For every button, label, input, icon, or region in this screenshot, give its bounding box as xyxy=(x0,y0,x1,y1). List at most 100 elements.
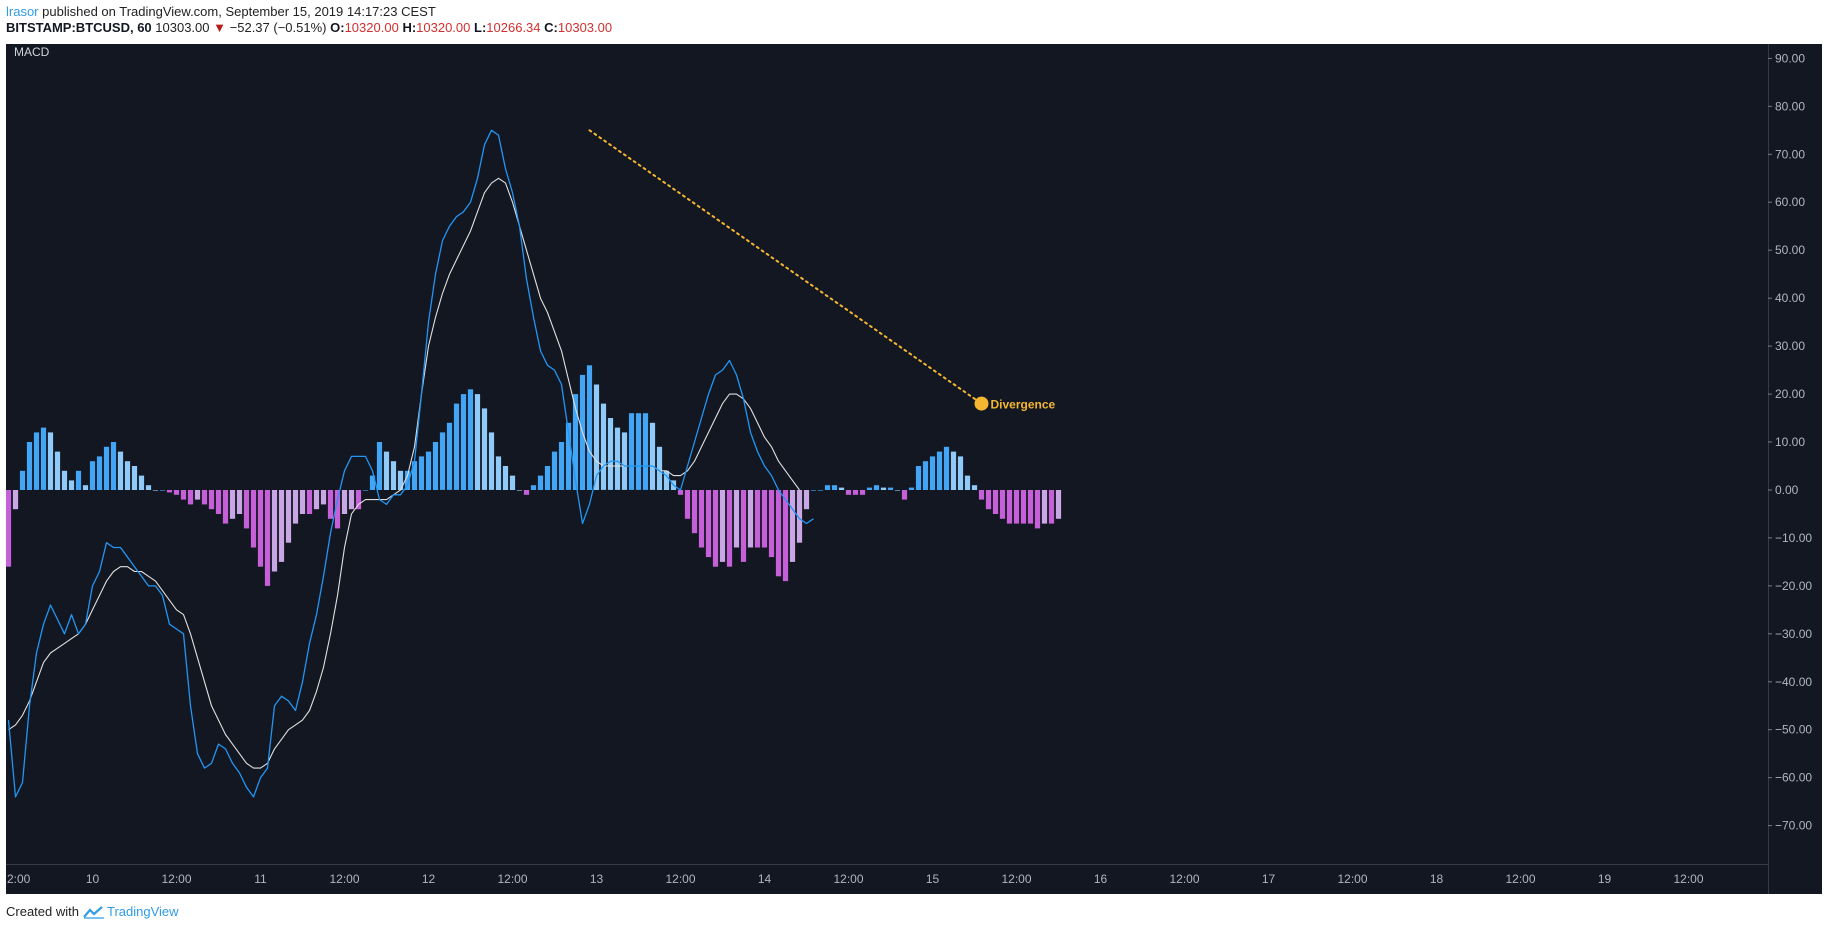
histogram-bar xyxy=(502,466,509,490)
histogram-bar xyxy=(481,408,488,490)
histogram-bar xyxy=(124,461,131,490)
indicator-legend: MACD xyxy=(14,45,50,59)
x-tick-label: 12:00 xyxy=(665,872,695,886)
histogram-bar xyxy=(474,394,481,490)
histogram-bar xyxy=(320,490,327,505)
x-tick-label: 12:00 xyxy=(1337,872,1367,886)
histogram-bar xyxy=(145,485,152,490)
histogram-bar xyxy=(929,456,936,490)
histogram-bar xyxy=(957,456,964,490)
x-tick-label: 12:00 xyxy=(329,872,359,886)
histogram-bar xyxy=(698,490,705,548)
histogram-bar xyxy=(47,432,54,490)
close-label: C: xyxy=(544,20,558,35)
y-tick-label: 70.00 xyxy=(1775,147,1805,161)
histogram-bar xyxy=(194,490,201,500)
histogram-bar xyxy=(656,446,663,490)
histogram-bar xyxy=(782,490,789,582)
y-tick-label: 90.00 xyxy=(1775,51,1805,65)
signal-line xyxy=(8,177,800,769)
histogram-bar xyxy=(341,490,348,514)
chart-container[interactable]: Divergence MACD 90.00 80.00 70.00 60.00 50.00 4… xyxy=(6,44,1822,894)
histogram-bar xyxy=(754,490,761,548)
x-tick-label: 12:00 xyxy=(497,872,527,886)
change-arrow-icon: ▼ xyxy=(213,20,227,35)
symbol-label: BITSTAMP:BTCUSD, 60 xyxy=(6,20,152,35)
histogram-bar xyxy=(467,389,474,490)
histogram-bar xyxy=(726,490,733,567)
last-price: 10303.00 xyxy=(155,20,210,35)
publish-info: lrasor published on TradingView.com, Sep… xyxy=(6,4,612,20)
histogram-bar xyxy=(327,490,334,519)
histogram-bar xyxy=(61,470,68,490)
histogram-bar xyxy=(19,470,26,490)
histogram-bar xyxy=(950,451,957,490)
chart-header: lrasor published on TradingView.com, Sep… xyxy=(6,4,612,36)
histogram-bar xyxy=(117,451,124,490)
y-tick-label: 10.00 xyxy=(1775,435,1805,449)
histogram-bar xyxy=(1041,490,1048,524)
histogram-bar xyxy=(999,490,1006,519)
histogram-bar xyxy=(292,490,299,524)
histogram-bar xyxy=(278,490,285,562)
symbol-info: BITSTAMP:BTCUSD, 60 10303.00 ▼ −52.37 (−… xyxy=(6,20,612,36)
y-tick-label: −40.00 xyxy=(1775,675,1812,689)
histogram-bar xyxy=(1027,490,1034,524)
y-tick-label: 80.00 xyxy=(1775,99,1805,113)
histogram-bar xyxy=(166,490,173,493)
histogram-bar xyxy=(439,432,446,490)
histogram-bar xyxy=(642,413,649,490)
price-axis-background xyxy=(1768,44,1822,894)
histogram-bar xyxy=(229,490,236,519)
histogram-bar xyxy=(719,490,726,562)
histogram-bar xyxy=(138,475,145,490)
histogram-bar xyxy=(89,461,96,490)
histogram-bar xyxy=(572,394,579,490)
histogram-bar xyxy=(271,490,278,572)
histogram-bar xyxy=(964,475,971,490)
histogram-bar xyxy=(285,490,292,543)
histogram-bar xyxy=(691,490,698,534)
histogram-bar xyxy=(803,490,810,510)
histogram-bar xyxy=(110,442,117,490)
histogram-bar xyxy=(82,485,89,490)
histogram-bar xyxy=(733,490,740,548)
macd-line xyxy=(7,129,814,798)
histogram-bar xyxy=(376,442,383,490)
histogram-bar xyxy=(159,490,166,491)
histogram-bar xyxy=(187,490,194,505)
histogram-bar xyxy=(628,413,635,490)
histogram-bar xyxy=(236,490,243,514)
histogram-bar xyxy=(607,418,614,490)
histogram-bar xyxy=(404,470,411,490)
histogram-bar xyxy=(383,451,390,490)
author-link[interactable]: lrasor xyxy=(6,4,39,19)
histogram-bar xyxy=(558,442,565,490)
price-change: −52.37 (−0.51%) xyxy=(229,20,327,35)
histogram-bar xyxy=(614,427,621,490)
x-tick-label: 12:00 xyxy=(833,872,863,886)
histogram-bar xyxy=(411,461,418,490)
histogram-bar xyxy=(971,485,978,490)
histogram-bar xyxy=(33,432,40,490)
histogram-bar xyxy=(369,475,376,490)
histogram-bar xyxy=(530,485,537,490)
histogram-bar xyxy=(1006,490,1013,524)
histogram-bar xyxy=(418,456,425,490)
histogram-bar xyxy=(586,365,593,490)
histogram-bar xyxy=(859,490,866,495)
histogram-bar xyxy=(915,466,922,490)
x-tick-label: 12:00 xyxy=(1001,872,1031,886)
y-tick-label: 30.00 xyxy=(1775,339,1805,353)
macd-chart[interactable]: Divergence MACD 90.00 80.00 70.00 60.00 50.00 4… xyxy=(6,44,1822,894)
histogram-bar xyxy=(985,490,992,510)
histogram-bar xyxy=(796,490,803,543)
x-tick-label: 17 xyxy=(1262,872,1276,886)
histogram-bar xyxy=(54,451,61,490)
x-tick-label: 15 xyxy=(926,872,940,886)
y-tick-label: −20.00 xyxy=(1775,579,1812,593)
open-label: O: xyxy=(330,20,345,35)
histogram-bar xyxy=(544,466,551,490)
low-value: 10266.34 xyxy=(486,20,541,35)
tradingview-brand-link[interactable]: TradingView xyxy=(106,904,179,919)
